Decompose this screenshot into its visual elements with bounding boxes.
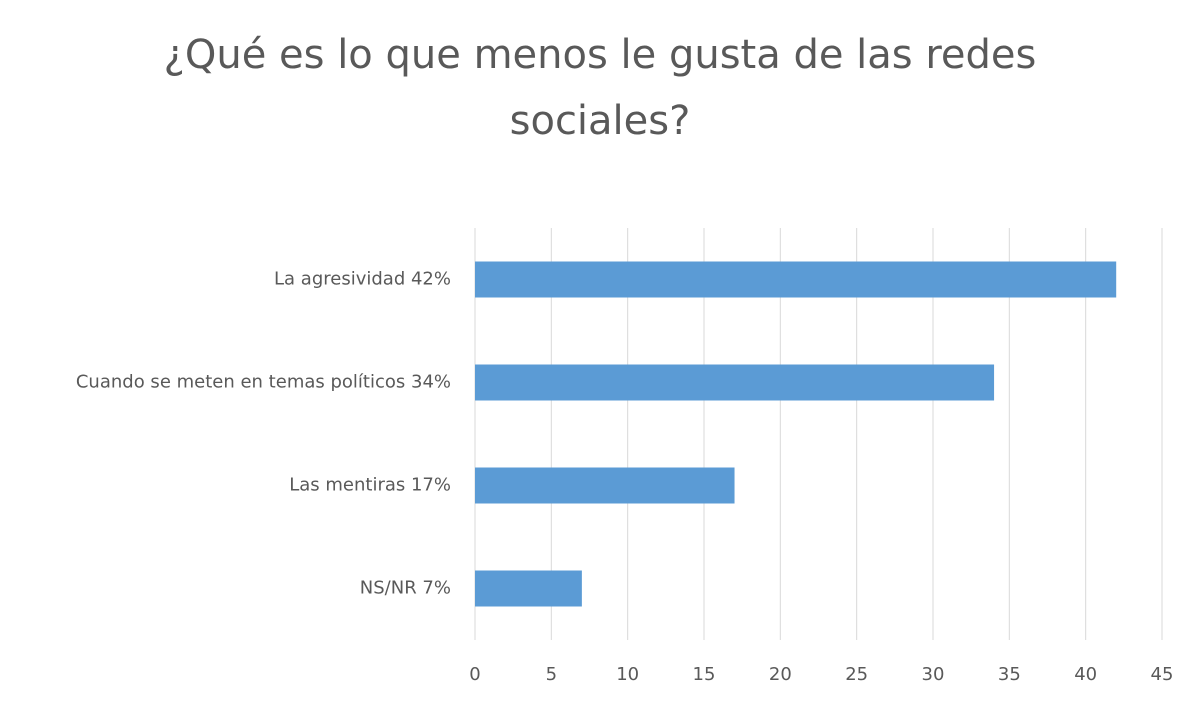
y-tick-label: NS/NR 7% xyxy=(360,578,451,599)
x-tick-label: 0 xyxy=(469,664,480,685)
x-tick-label: 30 xyxy=(922,664,945,685)
x-tick-label: 40 xyxy=(1074,664,1097,685)
y-tick-label: Las mentiras 17% xyxy=(289,475,451,496)
bar xyxy=(475,364,995,401)
x-tick-label: 15 xyxy=(693,664,716,685)
x-tick-label: 45 xyxy=(1151,664,1174,685)
x-tick-label: 35 xyxy=(998,664,1021,685)
bar xyxy=(475,261,1117,298)
bar xyxy=(475,467,735,504)
chart-title: ¿Qué es lo que menos le gusta de las red… xyxy=(163,32,1037,144)
x-tick-label: 20 xyxy=(769,664,792,685)
x-tick-label: 5 xyxy=(546,664,557,685)
x-tick-label: 10 xyxy=(616,664,639,685)
y-tick-label: La agresividad 42% xyxy=(274,269,451,290)
y-tick-label: Cuando se meten en temas políticos 34% xyxy=(76,372,451,393)
bar xyxy=(475,570,582,607)
x-tick-label: 25 xyxy=(845,664,868,685)
